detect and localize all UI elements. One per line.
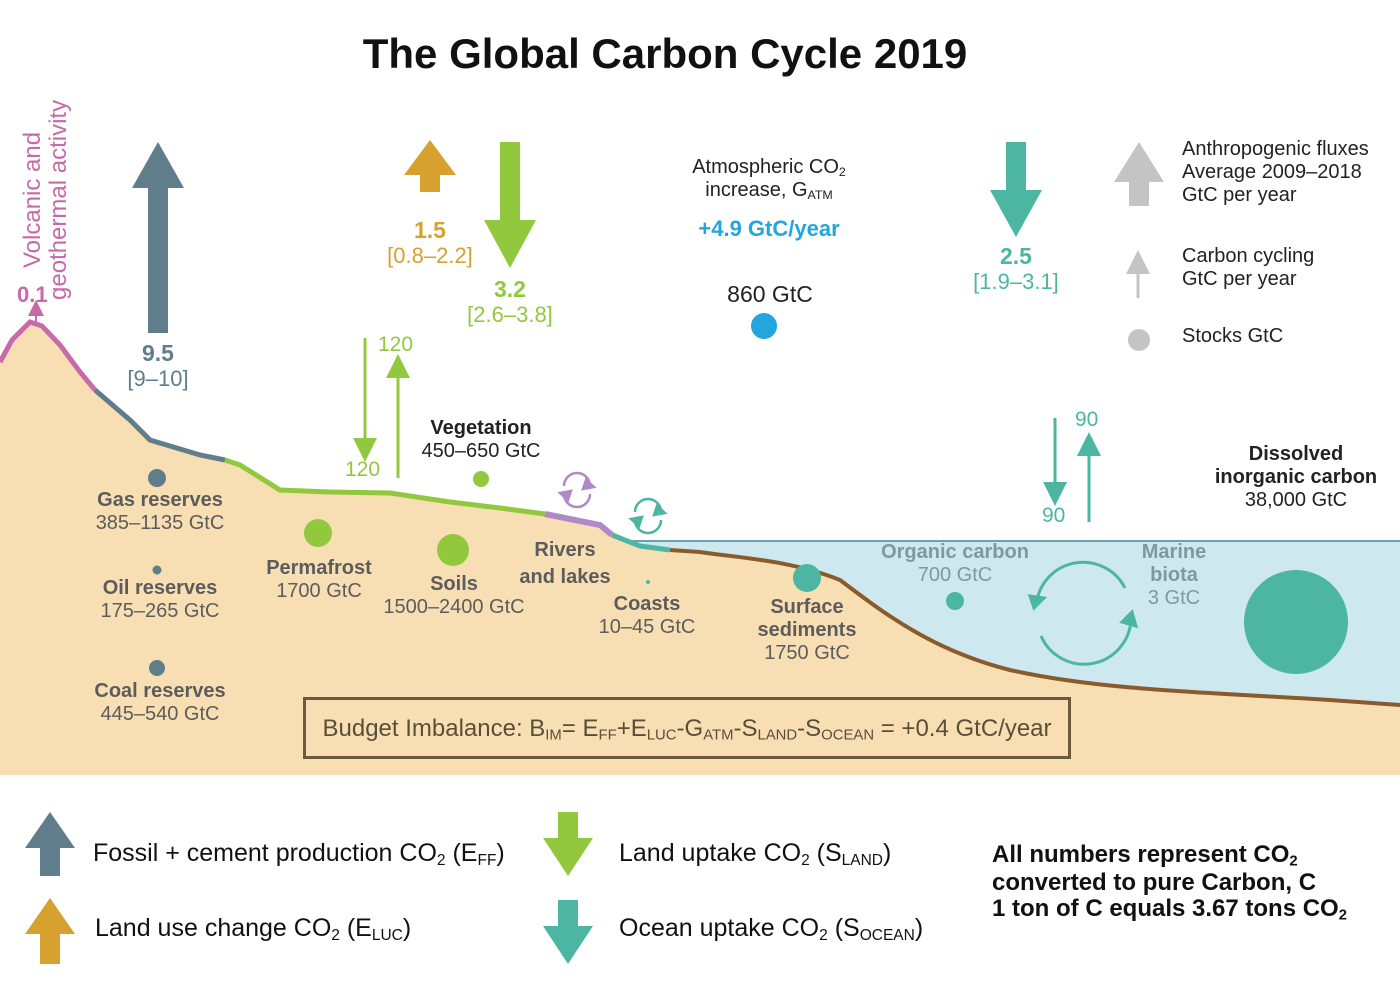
fossil-flux-range: [9–10] <box>127 366 189 392</box>
rivers-ridge <box>544 511 614 538</box>
ocean-uptake-flux-value: 2.5 <box>1000 243 1032 269</box>
legend-fossil-arrow-icon <box>25 812 75 876</box>
atmosphere-stock: 860 GtC <box>727 281 813 307</box>
permafrost-dot <box>304 519 332 547</box>
ocean-uptake-flux-label: 2.5 [1.9–3.1] <box>961 243 1071 295</box>
dissolved-inorganic-carbon-label: Dissolved inorganic carbon 38,000 GtC <box>1214 443 1378 511</box>
ocean-uptake-flux-arrow <box>990 142 1042 237</box>
gas-reserves-dot <box>148 469 166 487</box>
marine-biota-label: Marine biota 3 GtC <box>1141 541 1207 609</box>
atmosphere-stock-dot <box>751 313 777 339</box>
cycling-legend-text: Carbon cycling GtC per year <box>1182 245 1315 290</box>
land-cycling-up-value: 120 <box>378 333 414 356</box>
ocean-cycling-up-value: 90 <box>1075 408 1099 431</box>
marine-cycle-icon <box>1027 560 1139 666</box>
legend-ocean-uptake-arrow-icon <box>543 900 593 964</box>
ocean-water <box>610 540 1400 705</box>
land-cycling-down-value: 120 <box>345 458 381 481</box>
luc-flux-range: [0.8–2.2] <box>387 243 473 269</box>
land-uptake-flux-range: [2.6–3.8] <box>467 302 553 328</box>
volcanic-value: 0.1 <box>17 282 48 307</box>
stocks-legend-icon <box>1128 329 1150 351</box>
sediment-line <box>669 548 1400 707</box>
organic-carbon-dot <box>946 592 964 610</box>
fossil-flux-arrow <box>132 142 184 333</box>
legend-luc-arrow-icon <box>25 898 75 964</box>
surface-sediments-label: Surface sediments 1750 GtC <box>757 596 857 664</box>
ocean-uptake-flux-range: [1.9–3.1] <box>973 269 1059 295</box>
land-uptake-flux-value: 3.2 <box>494 276 526 302</box>
ocean-cycling-down-value: 90 <box>1042 504 1066 527</box>
page-title: The Global Carbon Cycle 2019 <box>362 30 968 77</box>
rivers-lakes-label: Rivers and lakes <box>519 539 611 588</box>
anthropogenic-legend-text: Anthropogenic fluxes Average 2009–2018 G… <box>1182 138 1369 206</box>
coasts-dot <box>646 580 650 584</box>
luc-flux-value: 1.5 <box>414 217 446 243</box>
vegetation-label: Vegetation 450–650 GtC <box>421 417 541 462</box>
legend-land-text: Land uptake CO2 (SLAND) <box>619 839 892 869</box>
permafrost-label: Permafrost 1700 GtC <box>266 557 372 602</box>
fossil-flux-value: 9.5 <box>142 340 174 366</box>
volcanic-ridge <box>0 319 97 392</box>
atmosphere-label: Atmospheric CO2 increase, GATM <box>692 156 846 203</box>
coasts-cycle-icon <box>628 497 668 535</box>
organic-carbon-label: Organic carbon 700 GtC <box>881 541 1029 586</box>
soils-label: Soils 1500–2400 GtC <box>383 573 525 618</box>
vegetation-ridge <box>224 457 546 517</box>
luc-flux-arrow <box>404 140 456 192</box>
atmosphere-rate: +4.9 GtC/year <box>698 216 840 241</box>
units-note: All numbers represent CO2 converted to p… <box>992 841 1348 925</box>
oil-reserves-label: Oil reserves 175–265 GtC <box>100 577 220 622</box>
coast-ridge <box>611 532 671 553</box>
soils-dot <box>437 534 469 566</box>
coal-reserves-dot <box>149 660 165 676</box>
vegetation-dot <box>473 471 489 487</box>
gas-reserves-label: Gas reserves 385–1135 GtC <box>95 489 225 534</box>
dissolved-inorganic-carbon-dot <box>1244 570 1348 674</box>
surface-sediments-dot <box>793 564 821 592</box>
land-terrain <box>0 322 1400 775</box>
coal-reserves-label: Coal reserves 445–540 GtC <box>94 680 226 725</box>
legend-land-uptake-arrow-icon <box>543 812 593 876</box>
legend-ocean-text: Ocean uptake CO2 (SOCEAN) <box>619 914 924 944</box>
land-uptake-flux-arrow <box>484 142 536 268</box>
fossil-flux-label: 9.5 [9–10] <box>108 340 208 392</box>
land-uptake-flux-label: 3.2 [2.6–3.8] <box>455 276 565 328</box>
oil-reserves-dot <box>152 565 162 575</box>
volcanic-label: Volcanic and geothermal activity <box>19 99 73 300</box>
anthropogenic-legend-icon <box>1114 142 1164 206</box>
luc-flux-label: 1.5 [0.8–2.2] <box>375 217 485 269</box>
legend-fossil-text: Fossil + cement production CO2 (EFF) <box>93 839 505 869</box>
coasts-label: Coasts 10–45 GtC <box>598 593 696 638</box>
budget-imbalance-box: Budget Imbalance: BIM= EFF+ELUC-GATM-SLA… <box>303 697 1071 759</box>
stocks-legend-text: Stocks GtC <box>1182 325 1284 347</box>
rivers-cycle-icon <box>557 471 597 509</box>
legend-luc-text: Land use change CO2 (ELUC) <box>95 914 412 944</box>
fossil-ridge <box>93 388 226 463</box>
